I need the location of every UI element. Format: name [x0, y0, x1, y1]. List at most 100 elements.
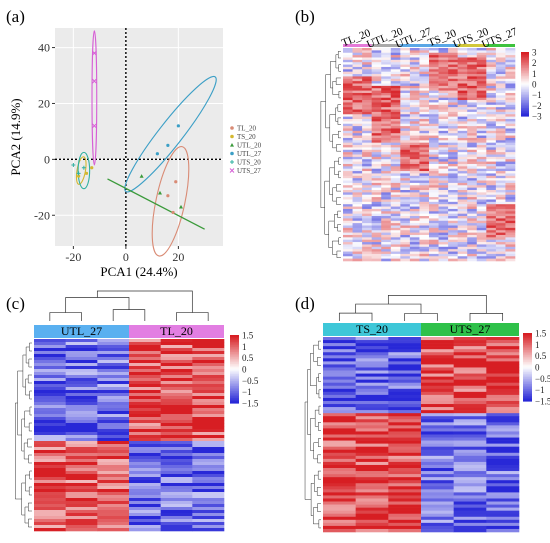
- heatmap-cell: [419, 208, 430, 212]
- heatmap-cell: [495, 256, 506, 259]
- heatmap-cell: [419, 178, 430, 181]
- heatmap-cell: [400, 85, 411, 89]
- heatmap-cell: [97, 438, 130, 442]
- heatmap-cell: [438, 109, 449, 113]
- heatmap-cell: [343, 159, 353, 162]
- heatmap-cell: [381, 102, 392, 106]
- heatmap-cell: [409, 55, 420, 58]
- heatmap-cell: [505, 182, 516, 186]
- heatmap-cell: [362, 161, 372, 165]
- heatmap-cell: [129, 495, 161, 499]
- heatmap-cell: [476, 199, 487, 203]
- heatmap-cell: [429, 57, 439, 61]
- heatmap-cell: [409, 249, 420, 252]
- heatmap-cell: [352, 156, 363, 160]
- heatmap-cell: [34, 405, 66, 409]
- heatmap-cell: [476, 149, 487, 153]
- heatmap-cell: [429, 133, 439, 136]
- heatmap-cell: [409, 239, 420, 243]
- heatmap-cell: [453, 346, 487, 350]
- heatmap-cell: [467, 251, 478, 255]
- heatmap-cell: [355, 510, 389, 515]
- heatmap-cell: [343, 111, 353, 115]
- heatmap-d: (d) TS_20 UTS_27 1.510.50−0.5−1−1.5: [295, 294, 550, 533]
- column-dendrogram: [338, 295, 504, 321]
- heatmap-cell: [388, 376, 422, 380]
- heatmap-cell: [457, 126, 468, 129]
- heatmap-cell: [160, 399, 193, 403]
- heatmap-cell: [381, 149, 392, 153]
- heatmap-cell: [34, 447, 66, 451]
- heatmap-cell: [381, 225, 392, 229]
- heatmap-cell: [34, 450, 66, 454]
- heatmap-cell: [192, 405, 225, 409]
- heatmap-cell: [400, 145, 411, 148]
- heatmap-cell: [419, 123, 430, 127]
- heatmap-cell: [419, 190, 430, 193]
- dendrogram-branch: [336, 250, 341, 258]
- heatmap-cell: [352, 140, 363, 143]
- heatmap-cell: [343, 147, 353, 151]
- color-scale-step: [523, 377, 532, 380]
- heatmap-cell: [355, 367, 389, 371]
- heatmap-cell: [362, 211, 372, 214]
- color-scale-step: [230, 338, 239, 341]
- heatmap-cell: [453, 510, 487, 515]
- heatmap-cell: [476, 239, 487, 243]
- heatmap-cell: [448, 211, 458, 214]
- heatmap-cell: [505, 206, 516, 210]
- heatmap-cell: [323, 431, 356, 435]
- heatmap-cell: [419, 85, 430, 89]
- dendrogram-branch: [338, 130, 341, 139]
- heatmap-cell: [505, 201, 516, 205]
- heatmap-cell: [160, 405, 193, 409]
- heatmap-cell: [421, 404, 454, 408]
- panel-label-d: (d): [295, 294, 315, 313]
- heatmap-cell: [495, 234, 506, 238]
- heatmap-cell: [419, 97, 430, 101]
- color-scale-step: [521, 63, 529, 66]
- heatmap-cell: [97, 354, 130, 358]
- heatmap-cell: [467, 69, 478, 72]
- heatmap-cell: [429, 223, 439, 226]
- heatmap-cell: [419, 182, 430, 186]
- heatmap-cell: [65, 432, 98, 436]
- heatmap-cell: [419, 126, 430, 129]
- heatmap-cell: [495, 182, 506, 186]
- heatmap-cell: [381, 76, 392, 80]
- legend-label: TL_20: [237, 125, 257, 133]
- heatmap-cell: [362, 168, 372, 172]
- heatmap-cell: [323, 519, 356, 524]
- heatmap-cell: [421, 522, 454, 527]
- color-scale-label: −3: [532, 112, 542, 122]
- heatmap-cell: [34, 513, 66, 517]
- heatmap-cell: [429, 135, 439, 139]
- heatmap-cell: [388, 468, 422, 472]
- color-scale-step: [521, 77, 529, 80]
- color-scale-step: [230, 372, 239, 375]
- heatmap-cell: [343, 208, 353, 212]
- heatmap-cell: [505, 175, 516, 179]
- heatmap-cell: [97, 390, 130, 394]
- heatmap-cell: [362, 163, 372, 167]
- heatmap-cell: [486, 83, 497, 87]
- heatmap-cell: [495, 76, 506, 80]
- heatmap-cell: [476, 133, 487, 136]
- heatmap-cell: [388, 391, 422, 396]
- color-scale-step: [521, 58, 529, 61]
- heatmap-cell: [476, 237, 487, 240]
- heatmap-cell: [448, 50, 458, 54]
- heatmap-cell: [323, 385, 356, 390]
- heatmap-cell: [486, 199, 497, 203]
- heatmap-cell: [400, 251, 411, 255]
- heatmap-cell: [419, 218, 430, 222]
- heatmap-cell: [388, 361, 422, 365]
- heatmap-cell: [476, 251, 487, 255]
- heatmap-cell: [400, 211, 411, 214]
- heatmap-cell: [486, 107, 497, 110]
- heatmap-cell: [343, 88, 353, 91]
- heatmap-cell: [421, 400, 454, 405]
- heatmap-cell: [97, 474, 130, 478]
- heatmap-cell: [419, 206, 430, 210]
- heatmap-cell: [362, 180, 372, 184]
